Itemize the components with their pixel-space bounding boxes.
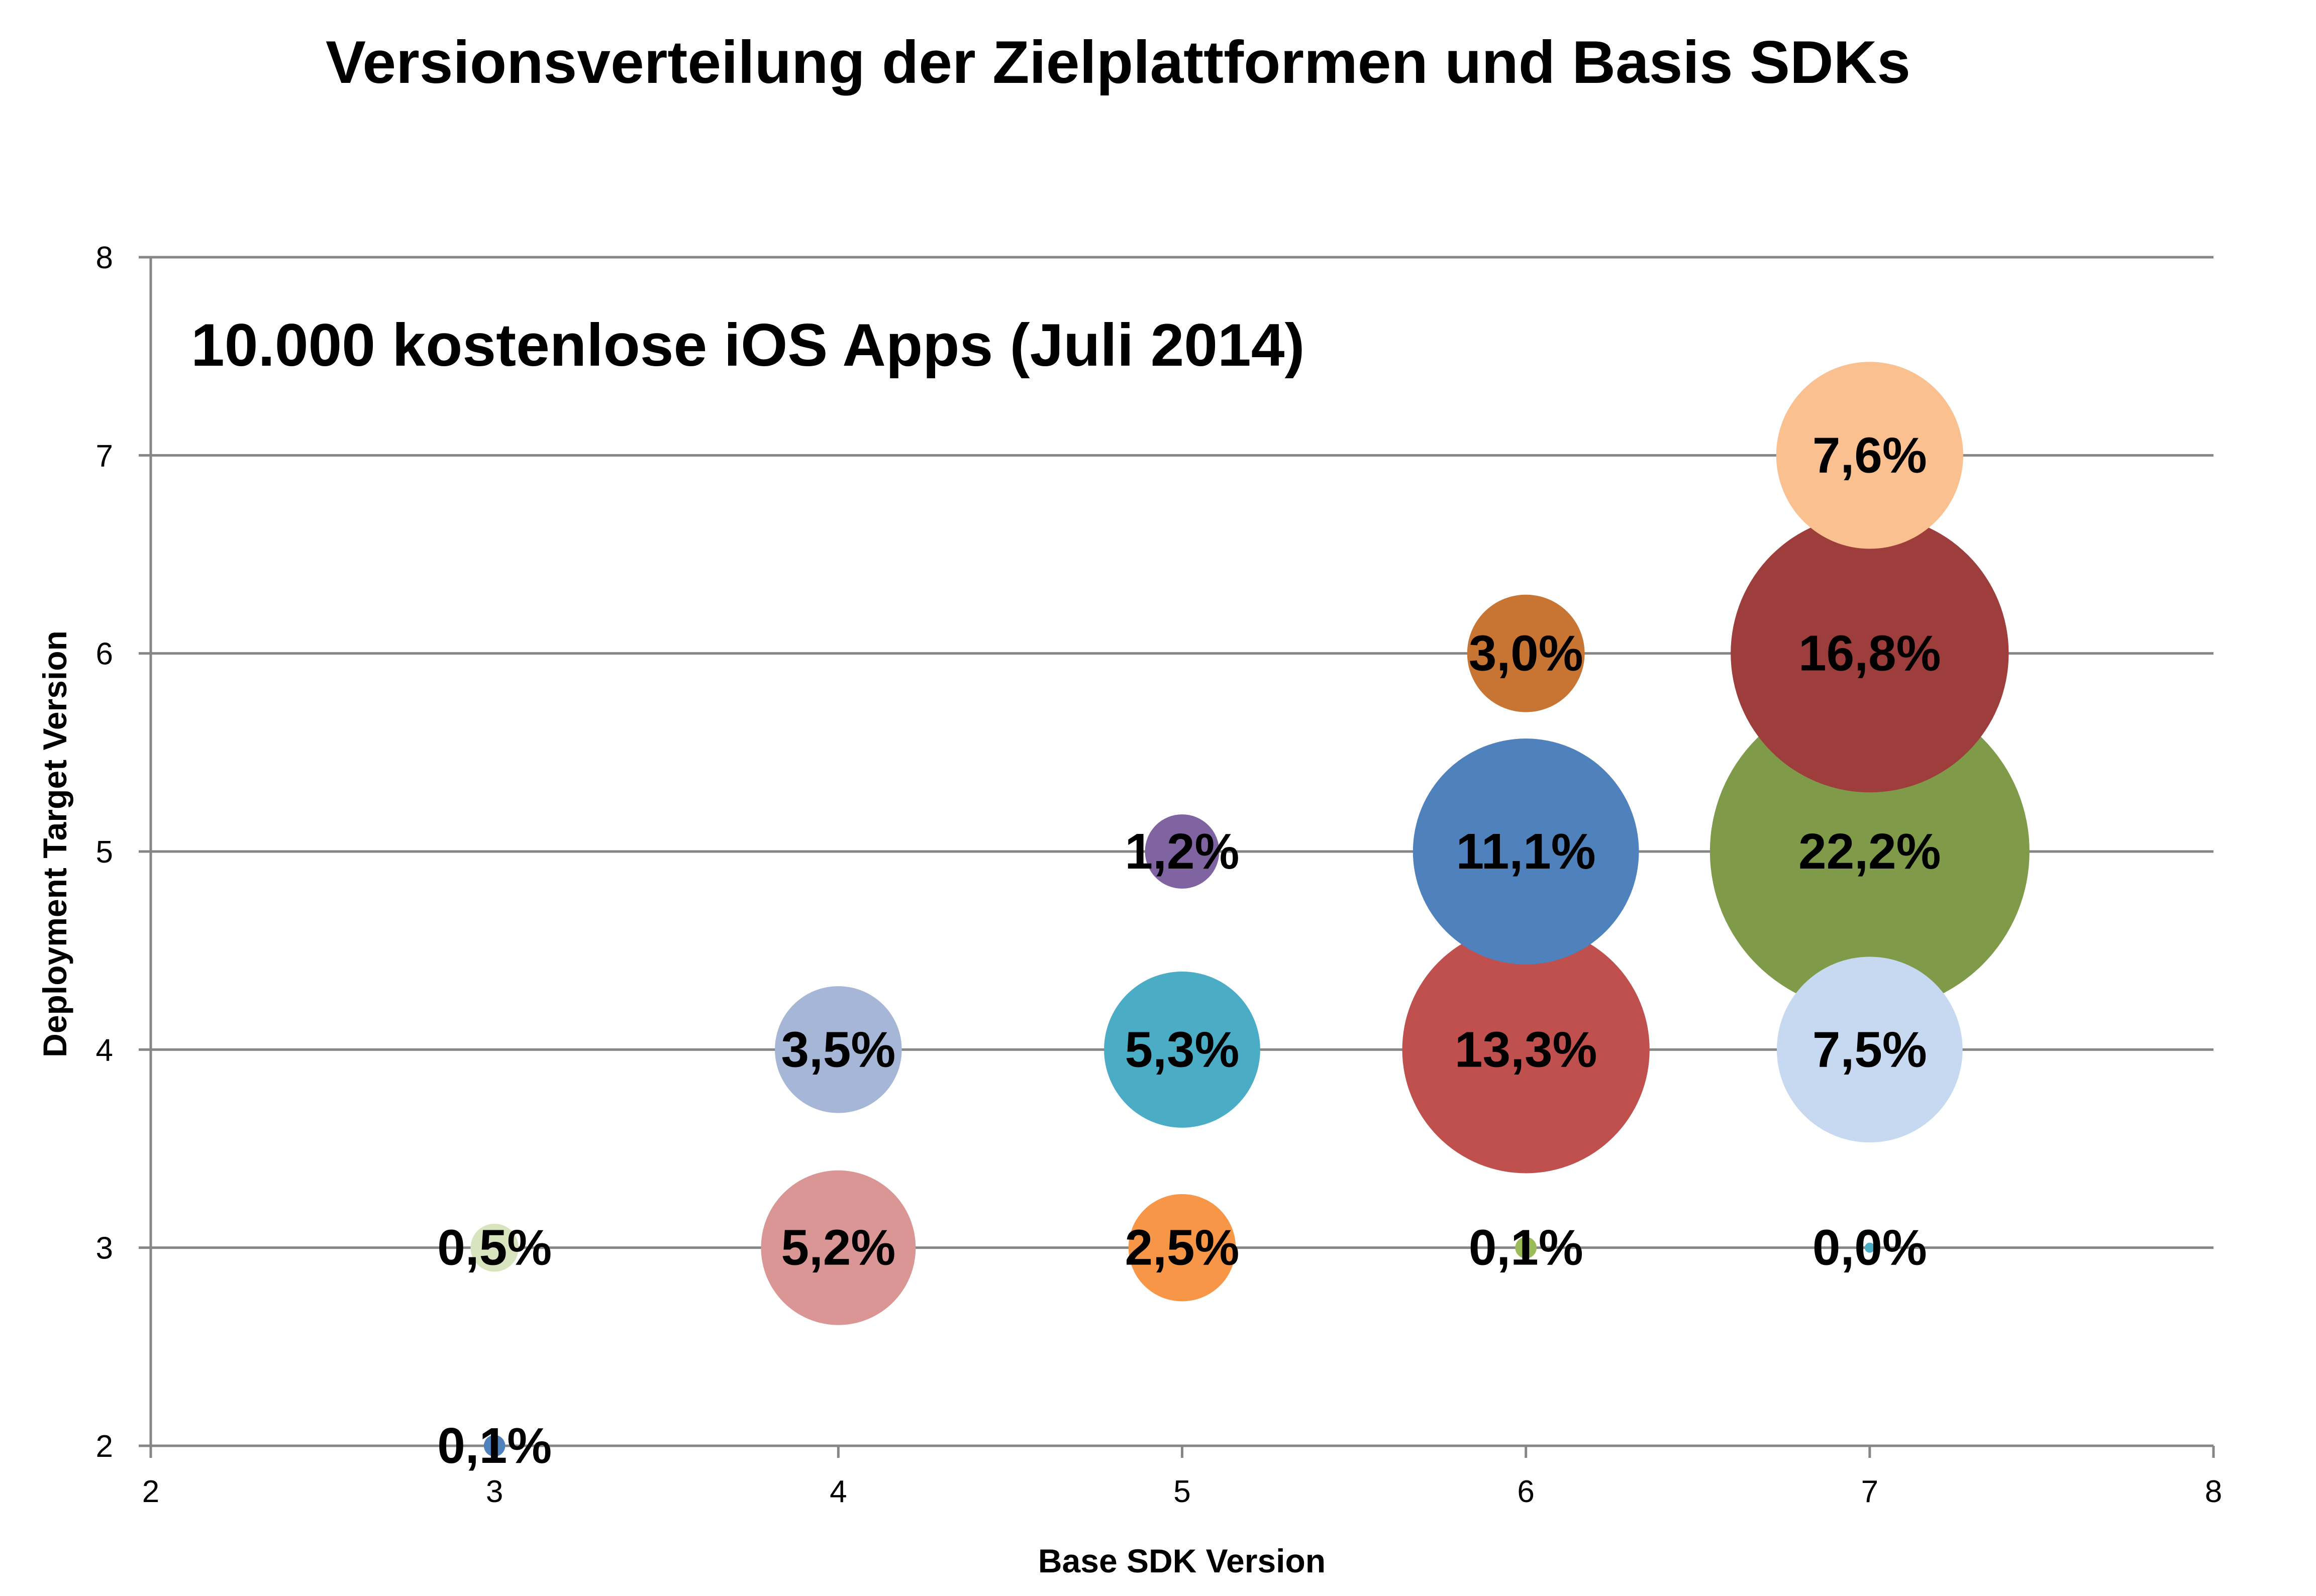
- bubble: [1776, 956, 1963, 1143]
- bubble: [1709, 692, 2030, 1011]
- bubble-label: 3,5%: [781, 1021, 895, 1078]
- y-tick-label: 5: [96, 835, 113, 870]
- bubble-label: 22,2%: [1798, 823, 1941, 880]
- bubble-label: 13,3%: [1455, 1021, 1597, 1078]
- bubble-label: 7,6%: [1812, 427, 1927, 483]
- bubble-label: 1,2%: [1125, 823, 1240, 880]
- x-tick-label: 4: [830, 1474, 847, 1509]
- y-axis-label: Deployment Target Version: [36, 630, 73, 1057]
- bubble-label: 0,5%: [437, 1220, 552, 1276]
- bubble-label: 7,5%: [1812, 1021, 1927, 1078]
- bubble: [1104, 971, 1260, 1128]
- x-tick-label: 6: [1517, 1474, 1534, 1509]
- y-tick-label: 6: [96, 637, 113, 672]
- bubble-label: 11,1%: [1456, 823, 1596, 880]
- bubbles: [470, 362, 2030, 1457]
- bubble-label: 2,5%: [1125, 1220, 1240, 1276]
- bubble-label: 16,8%: [1798, 625, 1941, 682]
- x-tick-label: 3: [486, 1474, 503, 1509]
- chart-subtitle: 10.000 kostenlose iOS Apps (Juli 2014): [191, 311, 1304, 379]
- bubble: [1864, 1242, 1875, 1253]
- bubble: [1776, 362, 1963, 549]
- y-tick-label: 7: [96, 439, 113, 473]
- y-tick-label: 2: [96, 1429, 113, 1464]
- bubble: [1515, 1237, 1537, 1259]
- bubble-label: 0,0%: [1812, 1220, 1927, 1276]
- bubble-label: 0,1%: [1469, 1220, 1583, 1276]
- x-tick-label: 8: [2205, 1474, 2222, 1509]
- bubble: [470, 1223, 519, 1272]
- bubble: [1145, 814, 1220, 889]
- bubble-label: 0,1%: [437, 1418, 552, 1474]
- y-tick-label: 8: [96, 241, 113, 275]
- y-tick-label: 4: [96, 1033, 113, 1068]
- bubble-labels: 0,1% 0,5% 5,2% 3,5% 2,5% 5,3% 1,2% 0,1% 13,3% 11,…: [437, 427, 1941, 1474]
- x-tick-label: 7: [1861, 1474, 1878, 1509]
- bubble-label: 5,2%: [781, 1220, 895, 1276]
- x-tick-label: 2: [142, 1474, 159, 1509]
- chart-title: Versionsverteilung der Zielplattformen u…: [326, 29, 1910, 96]
- x-axis-label: Base SDK Version: [1038, 1542, 1326, 1579]
- bubble: [1467, 594, 1585, 712]
- bubble-label: 3,0%: [1469, 625, 1583, 682]
- bubble: [483, 1435, 506, 1457]
- bubble: [1402, 926, 1650, 1174]
- bubble: [775, 986, 902, 1113]
- x-tick-label: 5: [1173, 1474, 1190, 1509]
- bubble-label: 5,3%: [1125, 1021, 1240, 1078]
- bubble: [1413, 738, 1639, 965]
- bubble: [761, 1170, 916, 1325]
- bubble: [1731, 514, 2009, 793]
- tick-labels: 2 3 4 5 6 7 8 2 3 4 5 6 7 8: [96, 241, 2223, 1509]
- y-tick-label: 3: [96, 1231, 113, 1266]
- bubble: [1128, 1194, 1236, 1302]
